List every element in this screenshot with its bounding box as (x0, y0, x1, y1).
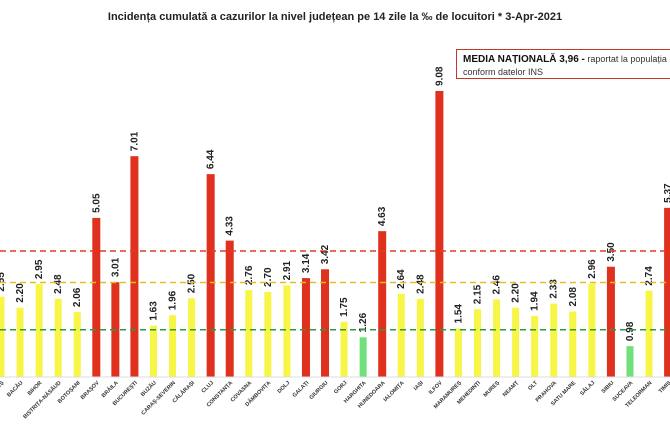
bar (664, 207, 670, 377)
bar (130, 156, 139, 377)
value-label: 2.91 (282, 260, 293, 280)
bar (474, 309, 481, 377)
bar (54, 298, 62, 377)
category-label: OLT (527, 380, 539, 392)
value-label: 2.48 (415, 274, 426, 294)
bar (416, 298, 424, 377)
value-label: 9.08 (434, 66, 445, 86)
value-label: 3.42 (320, 244, 331, 264)
bar (92, 217, 101, 377)
value-label: 4.63 (377, 206, 388, 226)
value-label: 5.05 (91, 193, 102, 213)
bar (493, 299, 501, 377)
value-label: 3.14 (301, 253, 312, 273)
category-label: SĂLAJ (579, 379, 597, 397)
bar (435, 90, 444, 377)
value-label: 0.98 (625, 321, 636, 341)
category-label: CLUJ (201, 380, 215, 394)
value-label: 1.75 (339, 297, 350, 317)
national-average-text: raportat la populația (584, 54, 667, 64)
category-label: TIMIȘ (658, 380, 670, 395)
category-label: MUREȘ (483, 380, 502, 399)
category-label: GALAȚI (292, 380, 311, 399)
category-label: ARGEȘ (0, 380, 6, 398)
bar (531, 315, 539, 377)
bar (301, 278, 310, 377)
value-label: 2.20 (15, 283, 26, 303)
bar (378, 231, 387, 377)
value-label: 7.01 (129, 131, 140, 151)
category-label: DOLJ (277, 380, 292, 395)
bar (569, 311, 577, 377)
national-average-source: conform datelor INS (463, 67, 544, 77)
bar (550, 303, 558, 377)
value-label: 2.64 (396, 269, 407, 289)
bar (0, 296, 5, 377)
value-label: 3.01 (110, 257, 121, 277)
category-label: SIBIU (601, 380, 616, 395)
bar (73, 312, 81, 377)
value-label: 6.44 (206, 149, 217, 169)
value-label: 2.95 (34, 259, 45, 279)
category-label: BACĂU (5, 379, 24, 398)
chart-title: Incidența cumulată a cazurilor la nivel … (107, 11, 563, 23)
bar (188, 298, 196, 377)
bar (169, 315, 177, 377)
value-label: 1.26 (358, 312, 369, 332)
bar (626, 346, 634, 377)
bar (264, 291, 272, 377)
bar (606, 266, 615, 377)
value-label: 2.33 (549, 279, 560, 299)
value-label: 2.74 (644, 266, 655, 286)
value-label: 2.08 (568, 287, 579, 307)
value-label: 2.15 (473, 284, 484, 304)
bar (149, 325, 157, 377)
bar (359, 337, 367, 377)
category-label: BIHOR (27, 380, 44, 397)
category-label: NEAMȚ (502, 380, 521, 399)
value-label: 1.54 (453, 304, 464, 324)
value-label: 2.50 (187, 273, 198, 293)
value-label: 2.96 (587, 259, 598, 279)
bar (454, 328, 462, 377)
bar (225, 240, 234, 377)
bar (321, 269, 330, 377)
value-label: 2.46 (492, 275, 503, 295)
value-label: 1.63 (148, 301, 159, 321)
category-label: IAȘI (413, 380, 425, 392)
category-label: BRĂILA (100, 379, 120, 399)
category-label: CARAȘ-SEVERIN (141, 380, 177, 416)
category-label: BRAȘOV (80, 380, 101, 401)
value-label: 2.20 (511, 283, 522, 303)
bar (206, 174, 215, 377)
category-label: IALOMIȚA (383, 380, 406, 403)
bar (245, 290, 253, 377)
value-label: 5.37 (663, 183, 670, 203)
bar (512, 307, 520, 377)
value-label: 2.76 (244, 265, 255, 285)
category-label: BUZĂU (139, 379, 158, 398)
bar (16, 307, 24, 377)
value-label: 2.48 (53, 274, 64, 294)
value-label: 2.70 (263, 267, 274, 287)
category-label: GORJ (333, 380, 348, 395)
national-average-box: MEDIA NAȚIONALĂ 3,96 - raportat la popul… (456, 49, 670, 79)
bar (645, 290, 653, 377)
value-label: 1.94 (530, 291, 541, 311)
category-label: GIURGIU (309, 380, 330, 401)
value-label: 2.06 (72, 287, 83, 307)
bar (35, 284, 43, 377)
value-label: 2.55 (0, 272, 7, 292)
bar (283, 285, 291, 377)
national-average-label: MEDIA NAȚIONALĂ 3,96 - (463, 54, 585, 65)
value-label: 3.50 (606, 242, 617, 262)
category-label: ILFOV (428, 380, 444, 396)
bar (340, 321, 348, 377)
value-label: 4.33 (225, 216, 236, 236)
bar (397, 293, 405, 377)
value-label: 1.96 (168, 290, 179, 310)
